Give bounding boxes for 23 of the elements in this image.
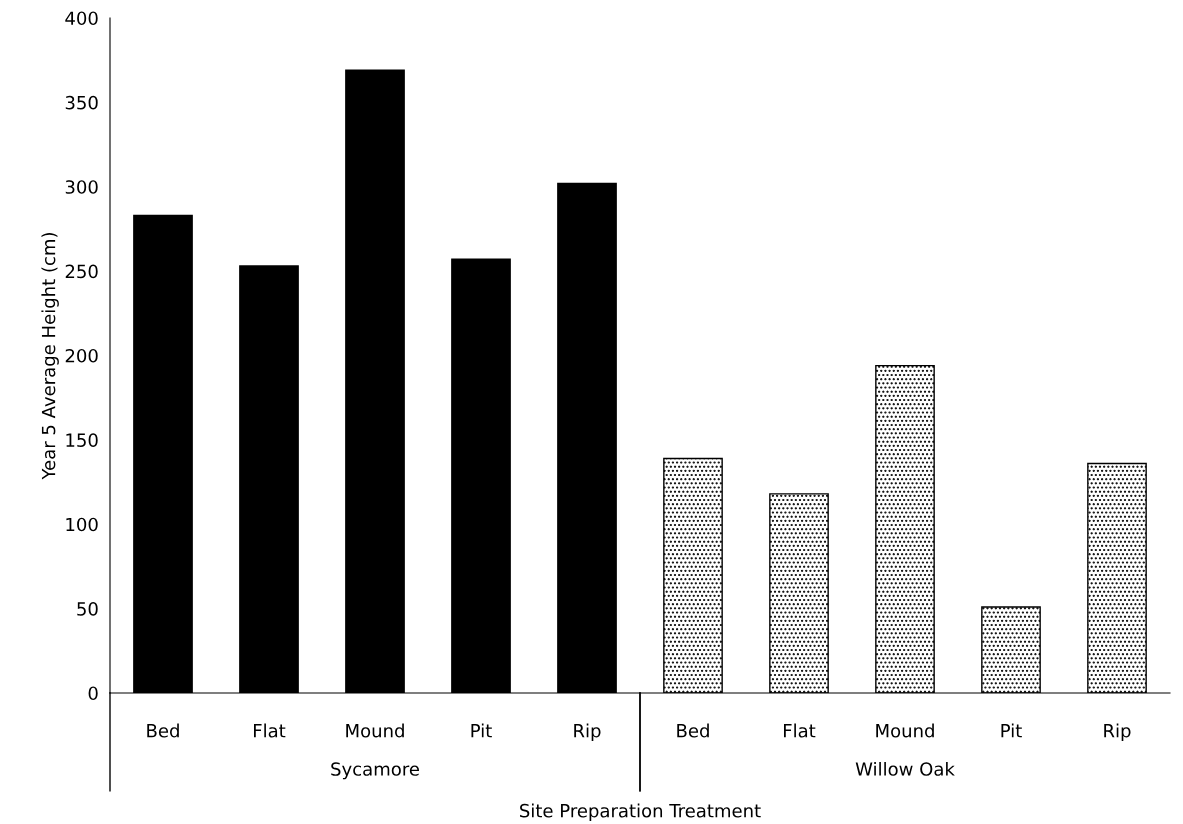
- y-tick-label: 100: [66, 517, 98, 532]
- text: Sycamore: [331, 762, 419, 780]
- x-tick-label: Bed: [677, 723, 709, 738]
- text: Willow Oak: [855, 761, 955, 776]
- y-axis-title: Year 5 Average Height (cm): [41, 233, 59, 480]
- x-tick-label: Rip: [574, 723, 601, 742]
- y-tick-label: 400: [65, 11, 98, 26]
- x-tick-label: Pit: [1001, 723, 1022, 738]
- y-tick-label: 0: [88, 686, 98, 701]
- x-tick-label: Pit: [471, 723, 492, 738]
- x-axis-title: Site Preparation Treatment: [520, 803, 761, 821]
- x-tick-label: Flat: [784, 723, 816, 738]
- y-tick-label: 200: [65, 348, 98, 363]
- x-tick-label: Bed: [147, 723, 179, 738]
- y-tick-label: 250: [65, 264, 98, 279]
- y-tick-label: 50: [77, 602, 98, 616]
- y-tick-label: 300: [65, 180, 98, 194]
- x-tick-label: Mound: [346, 723, 404, 738]
- x-tick-label: Flat: [254, 723, 286, 738]
- x-tick-label: Mound: [876, 723, 934, 738]
- x-tick-label: Rip: [1104, 723, 1131, 742]
- y-tick-label: 350: [65, 95, 98, 110]
- y-tick-label: 150: [66, 433, 98, 447]
